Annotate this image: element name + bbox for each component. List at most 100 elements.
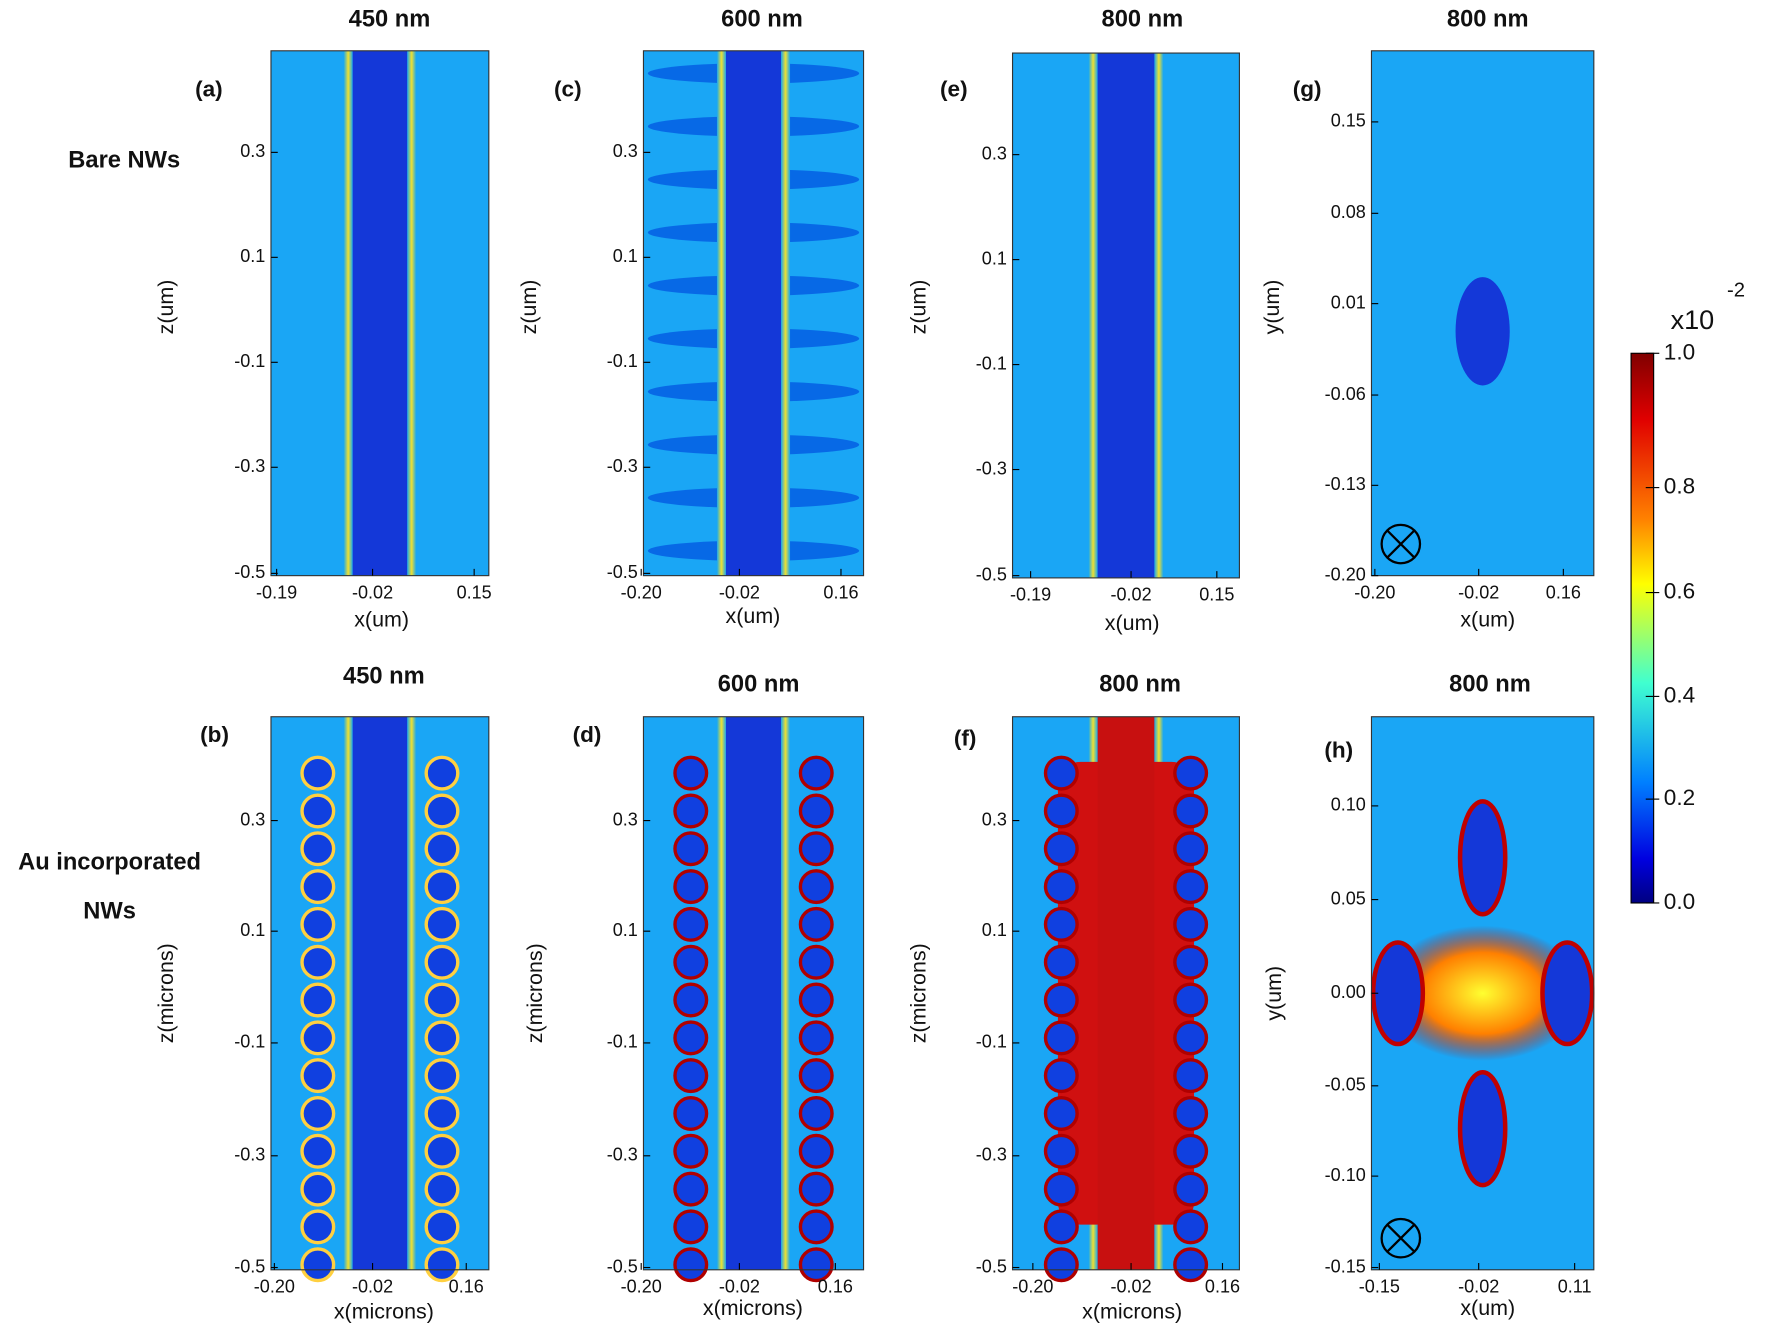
particle <box>300 1058 336 1094</box>
y-tick-label: -0.1 <box>607 1032 638 1052</box>
heatmap <box>642 50 865 577</box>
frame <box>1011 52 1240 579</box>
particle <box>1540 940 1595 1047</box>
particle <box>300 793 336 829</box>
panel-label: (g) <box>1293 76 1322 101</box>
particle <box>424 1095 460 1131</box>
y-tick-label: 0.3 <box>982 143 1007 163</box>
particle <box>1173 1171 1209 1207</box>
panel-label: (h) <box>1324 738 1353 763</box>
particle <box>673 1171 709 1207</box>
frame <box>270 50 490 577</box>
heatmap <box>642 716 865 1283</box>
y-tick-label: 0.1 <box>240 246 265 266</box>
polarization <box>1380 1217 1422 1259</box>
y-tick-label: -0.5 <box>607 1256 638 1276</box>
particle <box>1043 1133 1079 1169</box>
y-tick-label: -0.5 <box>234 1256 265 1276</box>
particle <box>424 755 460 791</box>
nanowire <box>1097 716 1155 1270</box>
x-tick-label: -0.02 <box>719 1277 760 1297</box>
x-tick-label: -0.20 <box>621 1277 662 1297</box>
edge <box>1154 53 1164 578</box>
y-axis-label: z(microns) <box>154 943 178 1043</box>
y-tick-label: -0.5 <box>234 562 265 582</box>
frame <box>1370 50 1595 577</box>
panel-label: (e) <box>940 76 968 101</box>
particle <box>1173 869 1209 905</box>
particle <box>1173 831 1209 867</box>
heatmap <box>1011 52 1240 579</box>
particle <box>1173 793 1209 829</box>
y-tick-label: -0.3 <box>976 1145 1007 1165</box>
particle <box>1043 982 1079 1018</box>
particle <box>673 793 709 829</box>
particle <box>1370 940 1426 1047</box>
x-tick-label: -0.02 <box>719 582 760 602</box>
particle <box>1043 906 1079 942</box>
heatmap <box>1370 50 1595 577</box>
particle <box>1457 799 1508 917</box>
particle <box>1173 944 1209 980</box>
y-tick-label: -0.1 <box>607 351 638 371</box>
nanowire <box>352 50 408 576</box>
particle <box>1173 1095 1209 1131</box>
edge <box>781 716 791 1270</box>
particle <box>1043 831 1079 867</box>
particle <box>1173 755 1209 791</box>
particle <box>424 793 460 829</box>
particle <box>673 831 709 867</box>
y-tick-label: -0.05 <box>1325 1075 1366 1095</box>
edge <box>343 50 353 576</box>
particle <box>798 944 834 980</box>
x-axis-label: x(microns) <box>703 1296 803 1320</box>
particle <box>1043 1247 1079 1283</box>
particle <box>424 869 460 905</box>
x-axis-label: x(microns) <box>1082 1299 1182 1323</box>
heatmap <box>1011 716 1240 1283</box>
particle <box>424 1209 460 1245</box>
y-tick-label: 0.15 <box>1331 111 1366 131</box>
panel-label: (a) <box>195 76 223 101</box>
x-axis-label: x(um) <box>1460 1296 1515 1320</box>
particle <box>424 1247 460 1283</box>
x-tick-label: -0.02 <box>1110 585 1151 605</box>
panel-title: 450 nm <box>343 663 425 689</box>
y-tick-label: 0.01 <box>1331 292 1366 312</box>
particle <box>798 1058 834 1094</box>
edge <box>716 716 726 1270</box>
nanowire <box>352 716 408 1270</box>
particle <box>1173 1058 1209 1094</box>
particle <box>424 831 460 867</box>
colorbar-tick-label: 0.4 <box>1664 682 1695 707</box>
x-tick-label: 0.16 <box>1546 582 1581 602</box>
particle <box>1043 793 1079 829</box>
particle <box>1043 944 1079 980</box>
y-tick-label: 0.10 <box>1331 795 1366 815</box>
particle <box>424 1171 460 1207</box>
particle <box>424 1058 460 1094</box>
particle <box>673 1209 709 1245</box>
particle <box>673 869 709 905</box>
edge <box>716 50 726 576</box>
x-axis-label: x(microns) <box>334 1299 434 1323</box>
particle <box>300 1020 336 1056</box>
y-tick-label: -0.10 <box>1325 1165 1366 1185</box>
particle <box>300 755 336 791</box>
colorbar-tick-label: 0.6 <box>1664 579 1695 604</box>
particle <box>798 906 834 942</box>
particle <box>1043 869 1079 905</box>
particle <box>1457 1070 1508 1188</box>
particle <box>1173 1247 1209 1283</box>
particle <box>798 1171 834 1207</box>
particle <box>673 982 709 1018</box>
particle <box>424 1133 460 1169</box>
y-tick-label: 0.1 <box>982 248 1007 268</box>
edge <box>407 50 417 576</box>
particle <box>300 982 336 1018</box>
particle <box>300 1247 336 1283</box>
particle <box>424 1020 460 1056</box>
x-tick-label: 0.11 <box>1558 1277 1592 1297</box>
panel-title: 800 nm <box>1102 7 1184 33</box>
